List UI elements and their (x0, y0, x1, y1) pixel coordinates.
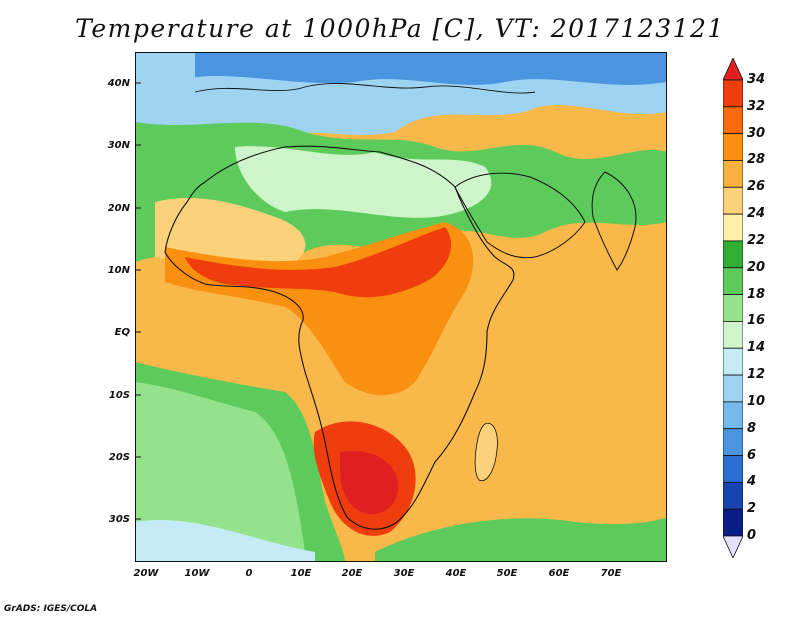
lon-label: 60E (548, 568, 570, 579)
lon-label: 30E (393, 568, 415, 579)
lon-label: 70E (600, 568, 622, 579)
lat-label: 10S (108, 390, 130, 401)
colorbar-segment (723, 160, 743, 188)
map-frame (135, 52, 667, 562)
south-atlantic-cool (135, 519, 315, 562)
west-sahel-zone (155, 197, 306, 268)
southern-africa-hottest (340, 450, 399, 515)
colorbar-tick-label: 18 (747, 286, 766, 302)
colorbar-bottom-arrow (723, 535, 743, 558)
lat-label: 30N (107, 140, 130, 151)
lat-label: EQ (114, 327, 130, 338)
colorbar-tick-label: 0 (747, 528, 757, 543)
colorbar-tick-label: 24 (747, 206, 766, 222)
colorbar-segment (723, 347, 743, 376)
equatorial-hot-zone (185, 227, 452, 298)
lon-label: 20W (133, 568, 159, 579)
south-atlantic-light-green (135, 382, 305, 552)
lon-label: 40E (445, 568, 467, 579)
colorbar-segment (723, 428, 743, 456)
colorbar-tick-label: 6 (747, 447, 757, 463)
colorbar-tick-label: 16 (747, 313, 766, 329)
sahara-cool-zone (235, 146, 492, 218)
colorbar-segment (723, 267, 743, 295)
lat-label: 10N (107, 265, 130, 276)
madagascar-outline (474, 422, 498, 482)
africa-coastline (164, 145, 515, 530)
lon-label: 10W (184, 568, 210, 579)
colorbar-segment (723, 240, 743, 269)
arabia-coastline (454, 172, 586, 259)
colder-north-zone (195, 52, 667, 85)
colorbar-tick-label: 20 (747, 259, 766, 275)
colorbar-segment (723, 508, 743, 537)
lon-label: 20E (341, 568, 363, 579)
colorbar (723, 58, 743, 558)
colorbar-tick-label: 26 (747, 179, 766, 195)
credit-text: GrADS: IGES/COLA (4, 604, 98, 614)
colorbar-tick-label: 4 (747, 474, 757, 490)
colorbar-top-arrow (723, 58, 743, 81)
lat-label: 20N (107, 203, 130, 214)
colorbar-tick-label: 22 (747, 232, 766, 248)
southern-ocean-green (375, 517, 667, 562)
lon-label: 0 (245, 568, 253, 579)
colorbar-tick-label: 32 (747, 98, 766, 114)
lat-label: 40N (107, 78, 130, 89)
temperature-map (135, 52, 667, 562)
colorbar-segment (723, 401, 743, 430)
lon-label: 10E (290, 568, 312, 579)
colorbar-segment (723, 186, 743, 215)
colorbar-segment (723, 79, 743, 108)
colorbar-segment (723, 213, 743, 242)
colorbar-tick-label: 14 (747, 340, 766, 356)
colorbar-segment (723, 481, 743, 510)
colorbar-tick-label: 2 (747, 501, 757, 517)
india-coastline (591, 171, 637, 271)
colorbar-segment (723, 106, 743, 135)
lat-label: 20S (108, 452, 130, 463)
map-title: Temperature at 1000hPa [C], VT: 20171231… (75, 14, 725, 43)
lon-label: 50E (496, 568, 518, 579)
colorbar-tick-label: 8 (747, 420, 757, 436)
colorbar-tick-label: 30 (747, 125, 766, 141)
colorbar-tick-label: 34 (747, 72, 766, 87)
lat-label: 30S (108, 514, 130, 525)
colorbar-segment (723, 133, 743, 161)
colorbar-segment (723, 294, 743, 322)
colorbar-segment (723, 455, 743, 483)
europe-coastline (194, 83, 536, 94)
colorbar-tick-label: 10 (747, 393, 766, 409)
colorbar-segment (723, 374, 743, 403)
colorbar-segment (723, 321, 743, 349)
colorbar-tick-label: 28 (747, 152, 766, 168)
colorbar-tick-label: 12 (747, 367, 766, 383)
